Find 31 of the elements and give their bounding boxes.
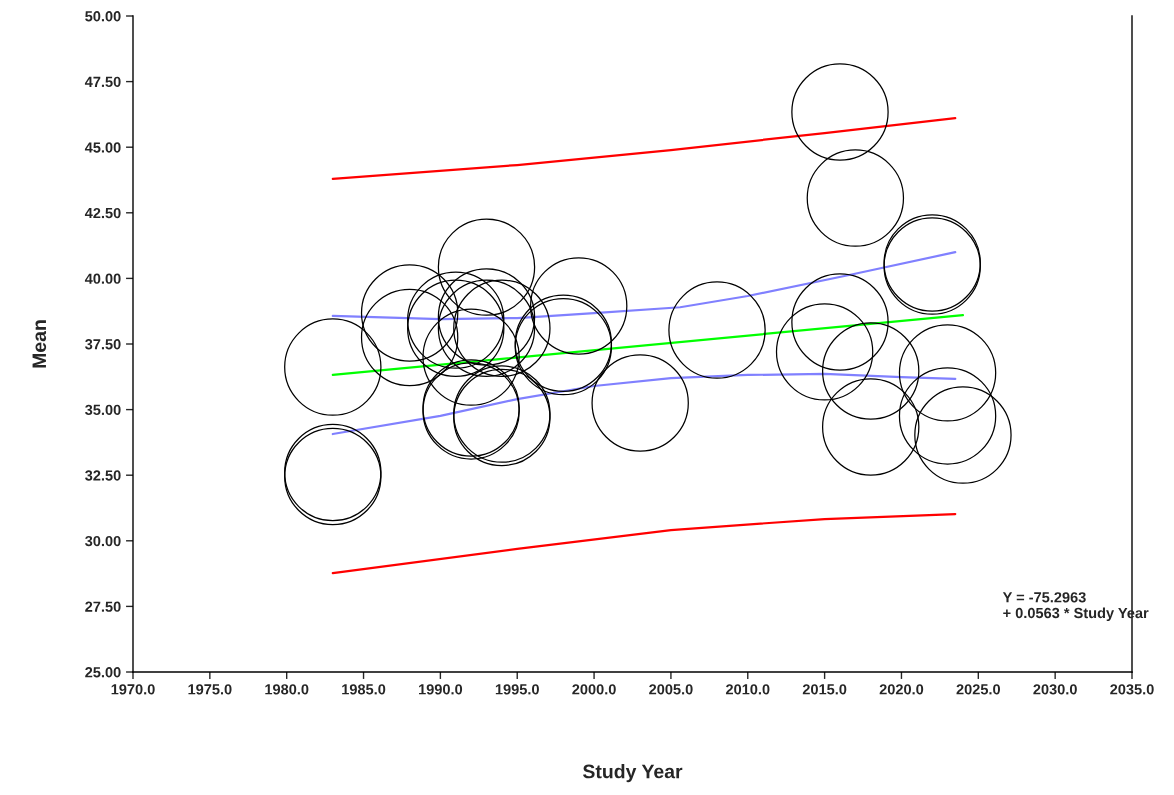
y-tick-label: 25.00 (85, 667, 121, 678)
y-tick-label: 32.50 (85, 470, 121, 481)
y-tick-label: 42.50 (84, 207, 121, 219)
x-tick-label: 1985.0 (342, 684, 386, 695)
y-tick-label: 50.00 (85, 11, 121, 22)
y-tick-label: 35.00 (85, 404, 121, 416)
y-tick-label: 27.50 (85, 601, 121, 612)
x-tick-label: 2025.0 (956, 684, 1001, 695)
x-tick-label: 2020.0 (879, 684, 924, 695)
x-tick-label: 1995.0 (495, 684, 539, 695)
line-series (331, 116, 957, 181)
y-tick-label: 30.00 (85, 535, 121, 547)
line-series (331, 251, 957, 321)
y-tick-label: 40.00 (84, 273, 121, 284)
x-tick-label: 1975.0 (188, 684, 232, 695)
x-tick-label: 2030.0 (1033, 684, 1077, 695)
y-tick-label: 37.50 (85, 339, 121, 350)
x-axis-title: Study Year (582, 764, 683, 783)
x-tick-label: 1990.0 (419, 684, 463, 695)
y-tick-label: 47.50 (84, 76, 121, 88)
x-tick-label: 2015.0 (802, 684, 847, 695)
line-series (331, 512, 957, 575)
x-tick-label: 1970.0 (111, 684, 155, 695)
line-series (331, 372, 957, 436)
x-tick-label: 2005.0 (649, 684, 693, 695)
y-tick-label: 45.00 (84, 142, 121, 153)
x-tick-label: 1980.0 (265, 684, 309, 695)
x-tick-label: 2035.0 (1110, 684, 1154, 695)
y-axis-title: Mean (32, 320, 47, 368)
x-tick-label: 2000.0 (572, 684, 616, 695)
x-tick-label: 2010.0 (725, 684, 770, 695)
